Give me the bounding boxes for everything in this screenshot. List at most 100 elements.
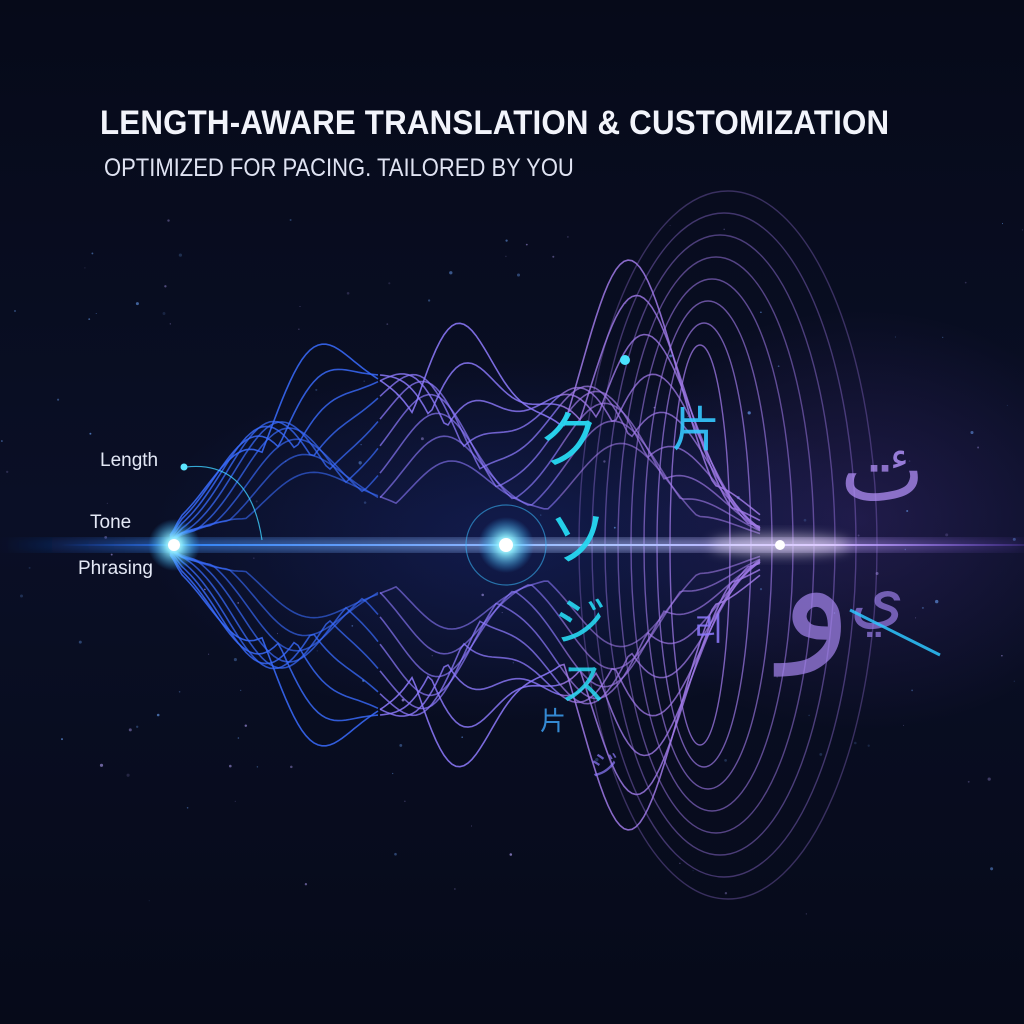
particle: [552, 255, 555, 258]
signal-axis: [60, 544, 1024, 546]
particle: [431, 654, 434, 657]
particle: [233, 658, 237, 662]
particle: [1012, 537, 1016, 541]
particle: [162, 312, 166, 315]
particle: [420, 437, 424, 441]
particle: [186, 807, 189, 809]
particle: [88, 318, 91, 320]
particle: [363, 501, 367, 504]
particle: [525, 243, 528, 246]
wave-line: [169, 548, 379, 670]
particle: [747, 411, 751, 415]
particle: [237, 737, 240, 739]
particle: [229, 764, 232, 768]
particle: [167, 219, 170, 222]
wave-line: [169, 547, 379, 619]
particle: [987, 777, 991, 781]
particle: [904, 548, 907, 551]
particle: [136, 725, 139, 728]
particle: [135, 302, 139, 306]
particle: [1006, 404, 1008, 406]
wave-line: [379, 620, 561, 710]
particle: [1001, 223, 1004, 225]
wave-line: [379, 362, 561, 415]
wave-line: [559, 390, 761, 529]
particle: [244, 724, 248, 727]
particle: [304, 883, 308, 886]
particle: [14, 310, 16, 312]
wave-line: [169, 554, 379, 747]
wave-line: [379, 373, 561, 427]
wave-line: [379, 412, 561, 500]
label-length: Length: [100, 450, 159, 471]
particle: [906, 509, 909, 513]
particle: [569, 616, 571, 618]
particle: [360, 443, 362, 446]
particle: [277, 633, 278, 635]
particle: [875, 572, 879, 575]
label-phrasing: Phrasing: [78, 558, 153, 579]
particle: [237, 602, 240, 604]
wave-line: [559, 561, 761, 700]
glyph-arabic-2: ت: [840, 417, 925, 522]
wave-line: [379, 675, 561, 728]
particle: [867, 744, 870, 747]
particle: [1001, 655, 1003, 657]
label-tone: Tone: [90, 512, 132, 533]
particle: [20, 594, 23, 598]
particle: [1, 440, 3, 442]
particle: [505, 255, 507, 258]
particle: [256, 766, 259, 768]
particle: [723, 228, 725, 231]
glyph-small-2: ジ: [590, 749, 618, 782]
particle: [404, 800, 406, 802]
wave-line: [379, 380, 561, 470]
particle: [388, 282, 391, 285]
particle: [505, 239, 508, 242]
particle: [106, 502, 109, 505]
particle: [470, 825, 473, 827]
floating-dot: [620, 355, 630, 365]
wave-line: [559, 574, 761, 831]
particle: [970, 430, 974, 435]
particle: [399, 743, 403, 747]
particle: [903, 724, 905, 726]
wave-line: [169, 471, 379, 543]
particle: [540, 514, 542, 516]
wave-line: [169, 438, 379, 542]
node-center: [465, 504, 547, 586]
wave-line: [559, 259, 761, 516]
particle: [28, 566, 31, 569]
particle: [253, 557, 255, 559]
script-glyphs: ク ソ ジ ス 片 ジ 片 리 و ت ي ء: [538, 402, 941, 782]
particle: [392, 772, 394, 775]
particle: [204, 588, 206, 591]
particle: [687, 415, 689, 418]
particle: [854, 741, 857, 745]
particle: [156, 713, 160, 717]
particle: [449, 271, 453, 275]
particle: [394, 852, 397, 856]
particle: [819, 752, 823, 756]
particle: [857, 534, 860, 537]
particle: [89, 432, 92, 435]
particle: [84, 267, 86, 269]
particle: [234, 800, 236, 803]
wave-line: [379, 435, 561, 506]
particle: [669, 354, 673, 358]
particle: [911, 689, 913, 692]
particle: [1022, 229, 1023, 231]
particle: [78, 640, 82, 644]
particle: [935, 599, 939, 604]
wave-line: [379, 584, 561, 655]
particle: [990, 867, 994, 871]
wave-line: [169, 552, 379, 722]
particle: [567, 236, 569, 238]
wave-line: [379, 663, 561, 717]
particle: [512, 662, 514, 664]
particle: [908, 460, 911, 462]
particle: [363, 380, 365, 382]
particle: [603, 460, 606, 463]
glyph-small-1: 片: [540, 707, 566, 737]
